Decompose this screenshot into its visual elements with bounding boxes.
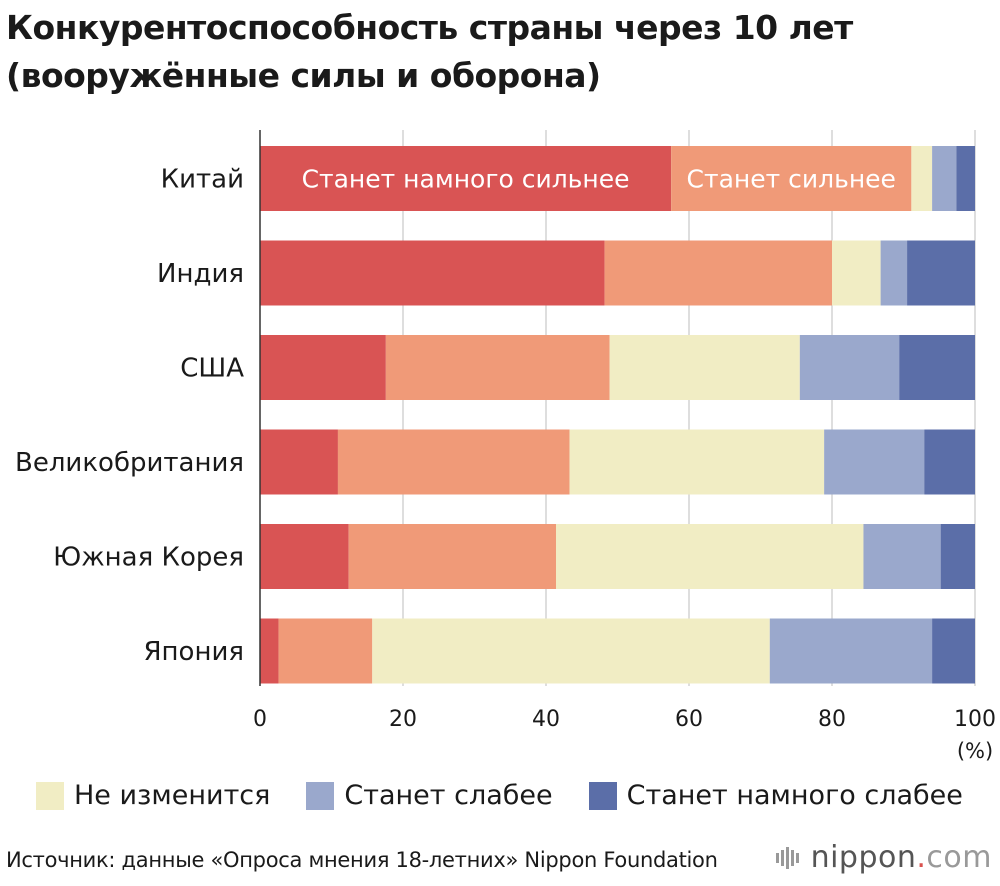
legend-label: Станет намного слабее	[626, 780, 963, 811]
x-tick-label: 40	[532, 707, 560, 732]
bar-segment	[260, 146, 672, 211]
chart-title: Конкурентоспособность страны через 10 ле…	[6, 4, 853, 100]
category-label: Великобритания	[15, 448, 244, 478]
x-unit-label: (%)	[957, 739, 993, 763]
bar-segment	[863, 524, 941, 589]
legend-label: Станет слабее	[344, 780, 553, 811]
category-label: Япония	[143, 637, 244, 667]
bar-segment	[569, 429, 825, 495]
stacked-bar-chart: 0 20 40 60 80 100 (%) Китай Станет намного сильн…	[15, 130, 996, 763]
bar-segment	[609, 335, 800, 400]
source-note: Источник: данные «Опроса мнения 18-летни…	[6, 848, 718, 872]
bar-segment	[940, 524, 975, 589]
bar-segment	[799, 335, 900, 400]
brand-logo[interactable]: nippon. com	[775, 840, 992, 875]
bar-segment	[671, 146, 912, 211]
segment-inline-label: Станет сильнее	[687, 165, 896, 194]
legend-item-no-change: Не изменится	[36, 780, 270, 811]
chart-title-line2: (вооружённые силы и оборона)	[6, 56, 601, 95]
bar-segment	[824, 429, 925, 495]
chart-title-line1: Конкурентоспособность страны через 10 ле…	[6, 8, 853, 47]
segment-inline-label: Станет намного сильнее	[302, 165, 630, 194]
bar-segment	[260, 240, 605, 306]
x-tick-label: 60	[675, 707, 703, 732]
bar-segment	[832, 240, 881, 306]
x-tick-label: 80	[818, 707, 846, 732]
bar-segment	[348, 524, 557, 589]
bar-segment	[385, 335, 610, 400]
bar-segment	[911, 146, 933, 211]
legend-item-weaker: Станет слабее	[306, 780, 553, 811]
bar-segment	[260, 524, 349, 589]
category-label: Южная Корея	[53, 543, 244, 573]
bar-segment	[556, 524, 864, 589]
legend-swatch	[36, 781, 64, 810]
x-tick-label: 0	[253, 707, 267, 732]
x-tick-label: 20	[389, 707, 417, 732]
bar-segment	[932, 146, 957, 211]
category-label: США	[180, 354, 244, 384]
bar-segment	[880, 240, 908, 306]
brand-dot: .	[916, 840, 927, 875]
legend: Не изменится Станет слабее Станет намног…	[36, 780, 999, 811]
x-tick-label: 100	[954, 707, 996, 732]
bar-segment	[932, 618, 975, 684]
bar-segment	[372, 618, 770, 684]
bar-segment	[899, 335, 975, 400]
nippon-logo-icon	[775, 846, 801, 869]
bar-segment	[278, 618, 373, 684]
bar-segment	[337, 429, 570, 495]
bar-segment	[769, 618, 933, 684]
bar-segment	[604, 240, 832, 306]
bar-segment	[907, 240, 975, 306]
bar-segment	[924, 429, 975, 495]
brand-tld: com	[926, 840, 992, 875]
legend-swatch	[588, 781, 617, 810]
bar-segment	[956, 146, 975, 211]
legend-item-much-weaker: Станет намного слабее	[588, 780, 963, 811]
legend-swatch	[306, 781, 335, 810]
legend-label: Не изменится	[74, 780, 271, 811]
category-label: Индия	[157, 259, 244, 289]
brand-name: nippon	[810, 840, 917, 875]
bar-segment	[260, 335, 386, 400]
category-label: Китай	[161, 165, 244, 195]
bar-segment	[260, 429, 338, 495]
bar-segment	[260, 618, 279, 684]
